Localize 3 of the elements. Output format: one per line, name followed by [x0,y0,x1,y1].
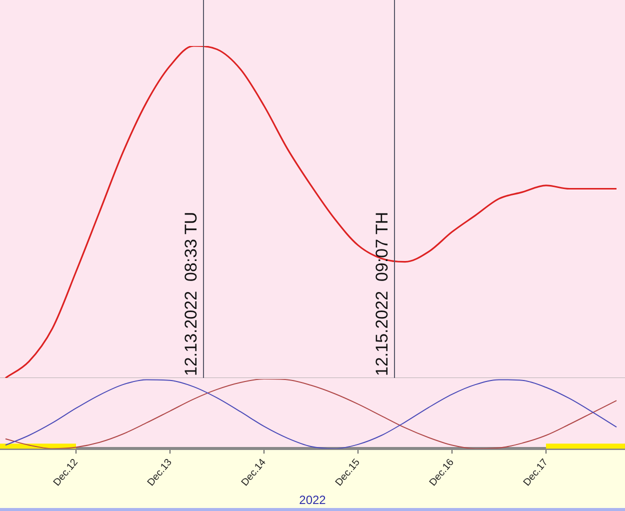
ref-line-label: 12.15.2022 09:07 TH [372,212,392,376]
x-axis-title: 2022 [299,493,326,508]
ref-line-label: 12.13.2022 08:33 TU [182,212,201,376]
